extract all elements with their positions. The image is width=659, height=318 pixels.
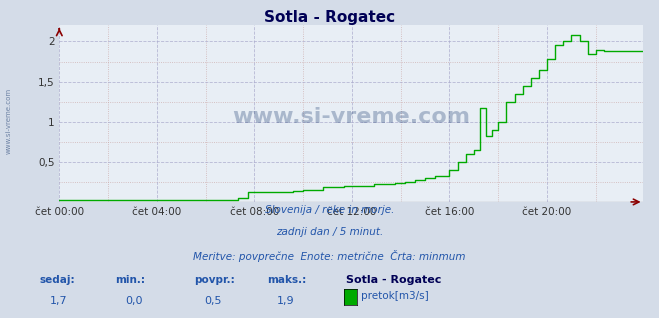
Text: Sotla - Rogatec: Sotla - Rogatec: [264, 10, 395, 24]
Text: maks.:: maks.:: [267, 275, 306, 285]
Text: www.si-vreme.com: www.si-vreme.com: [5, 88, 11, 154]
Text: 1,7: 1,7: [49, 296, 67, 306]
Text: povpr.:: povpr.:: [194, 275, 235, 285]
Text: min.:: min.:: [115, 275, 146, 285]
Text: 0,5: 0,5: [204, 296, 222, 306]
Text: Slovenija / reke in morje.: Slovenija / reke in morje.: [265, 205, 394, 215]
Text: www.si-vreme.com: www.si-vreme.com: [232, 107, 470, 127]
Text: sedaj:: sedaj:: [40, 275, 75, 285]
Text: Meritve: povprečne  Enote: metrične  Črta: minmum: Meritve: povprečne Enote: metrične Črta:…: [193, 250, 466, 262]
Text: Sotla - Rogatec: Sotla - Rogatec: [346, 275, 442, 285]
Text: 0,0: 0,0: [125, 296, 143, 306]
Text: pretok[m3/s]: pretok[m3/s]: [361, 291, 429, 301]
Text: 1,9: 1,9: [277, 296, 295, 306]
Text: zadnji dan / 5 minut.: zadnji dan / 5 minut.: [276, 227, 383, 237]
